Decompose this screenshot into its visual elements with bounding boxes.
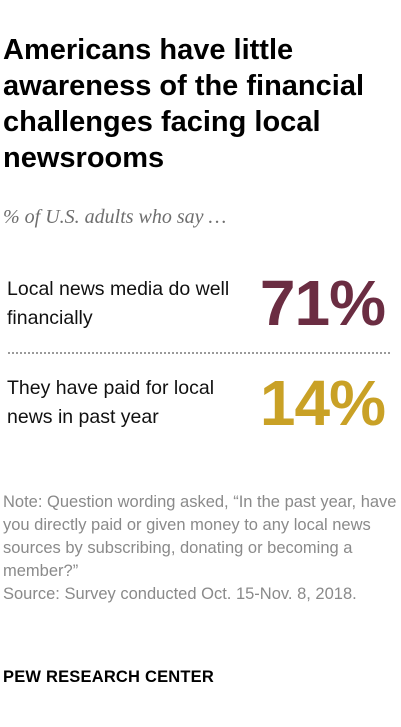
stat-value: 71%	[259, 267, 386, 339]
stat-value: 14%	[259, 367, 386, 439]
note-text: Note: Question wording asked, “In the pa…	[3, 493, 397, 580]
brand-logo-text: PEW RESEARCH CENTER	[3, 668, 214, 686]
stat-label: Local news media do well financially	[7, 278, 230, 329]
stat-label: They have paid for local news in past ye…	[7, 377, 215, 428]
dotted-divider	[8, 352, 390, 354]
chart-subtitle: % of U.S. adults who say …	[3, 206, 227, 228]
chart-title: Americans have little awareness of the f…	[3, 34, 365, 174]
source-text: Source: Survey conducted Oct. 15-Nov. 8,…	[3, 585, 357, 603]
stat-row-paid-well: Local news media do well financially 71%	[0, 268, 395, 344]
stat-row-paid-for-news: They have paid for local news in past ye…	[0, 368, 395, 444]
footnote: Note: Question wording asked, “In the pa…	[3, 491, 398, 606]
